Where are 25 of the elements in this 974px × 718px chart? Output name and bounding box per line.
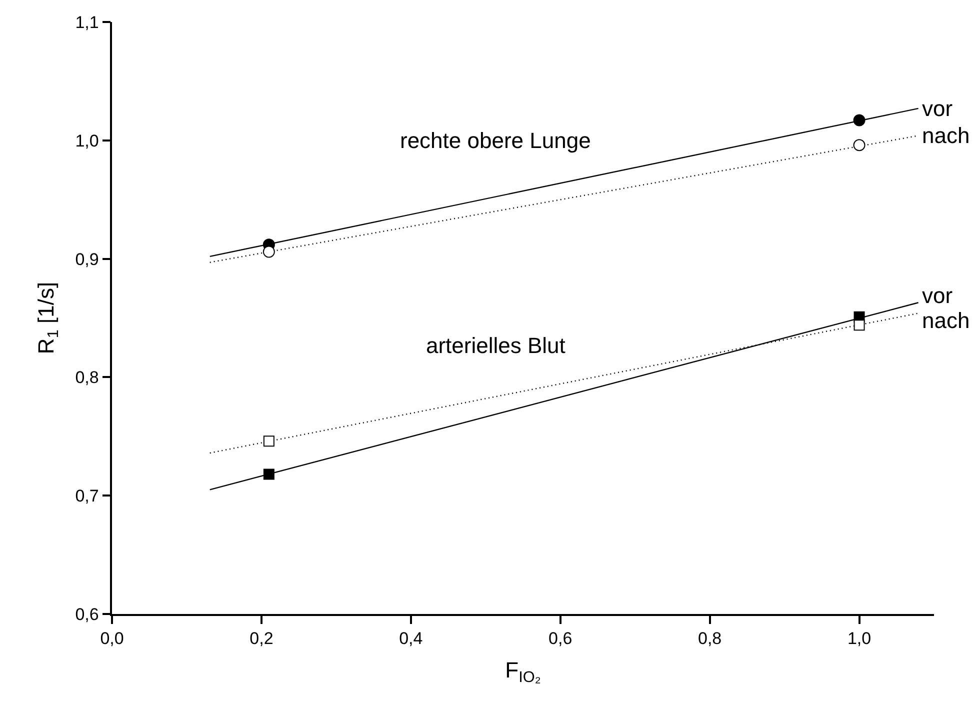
x-tick-label: 0,8	[698, 629, 722, 648]
y-tick-label: 0,7	[75, 486, 99, 506]
series-label: vor	[922, 96, 953, 121]
point	[853, 139, 866, 152]
x-tick-label: 0,0	[100, 629, 124, 648]
y-tick-label: 1,1	[75, 12, 99, 32]
x-tick-label: 0,2	[250, 629, 274, 648]
point	[263, 468, 274, 480]
y-tick-label: 0,9	[75, 250, 99, 269]
y-tick-label: 0,6	[75, 604, 99, 624]
x-tick-label: 0,4	[399, 629, 423, 648]
x-tick-label: 0,6	[548, 629, 572, 648]
y-tick-label: 1,0	[75, 131, 99, 150]
x-axis-title: F$_{IO₂}$	[505, 658, 541, 686]
series-label: nach	[922, 308, 970, 333]
point	[853, 114, 866, 126]
annotation: arterielles Blut	[426, 333, 566, 358]
series-label: nach	[922, 123, 970, 148]
y-tick-label: 0,8	[75, 368, 99, 388]
x-tick-label: 1,0	[847, 629, 872, 648]
point	[263, 436, 274, 447]
point	[854, 320, 865, 331]
point	[262, 246, 275, 258]
annotation: rechte obere Lunge	[400, 128, 591, 153]
series-label: vor	[922, 283, 953, 308]
